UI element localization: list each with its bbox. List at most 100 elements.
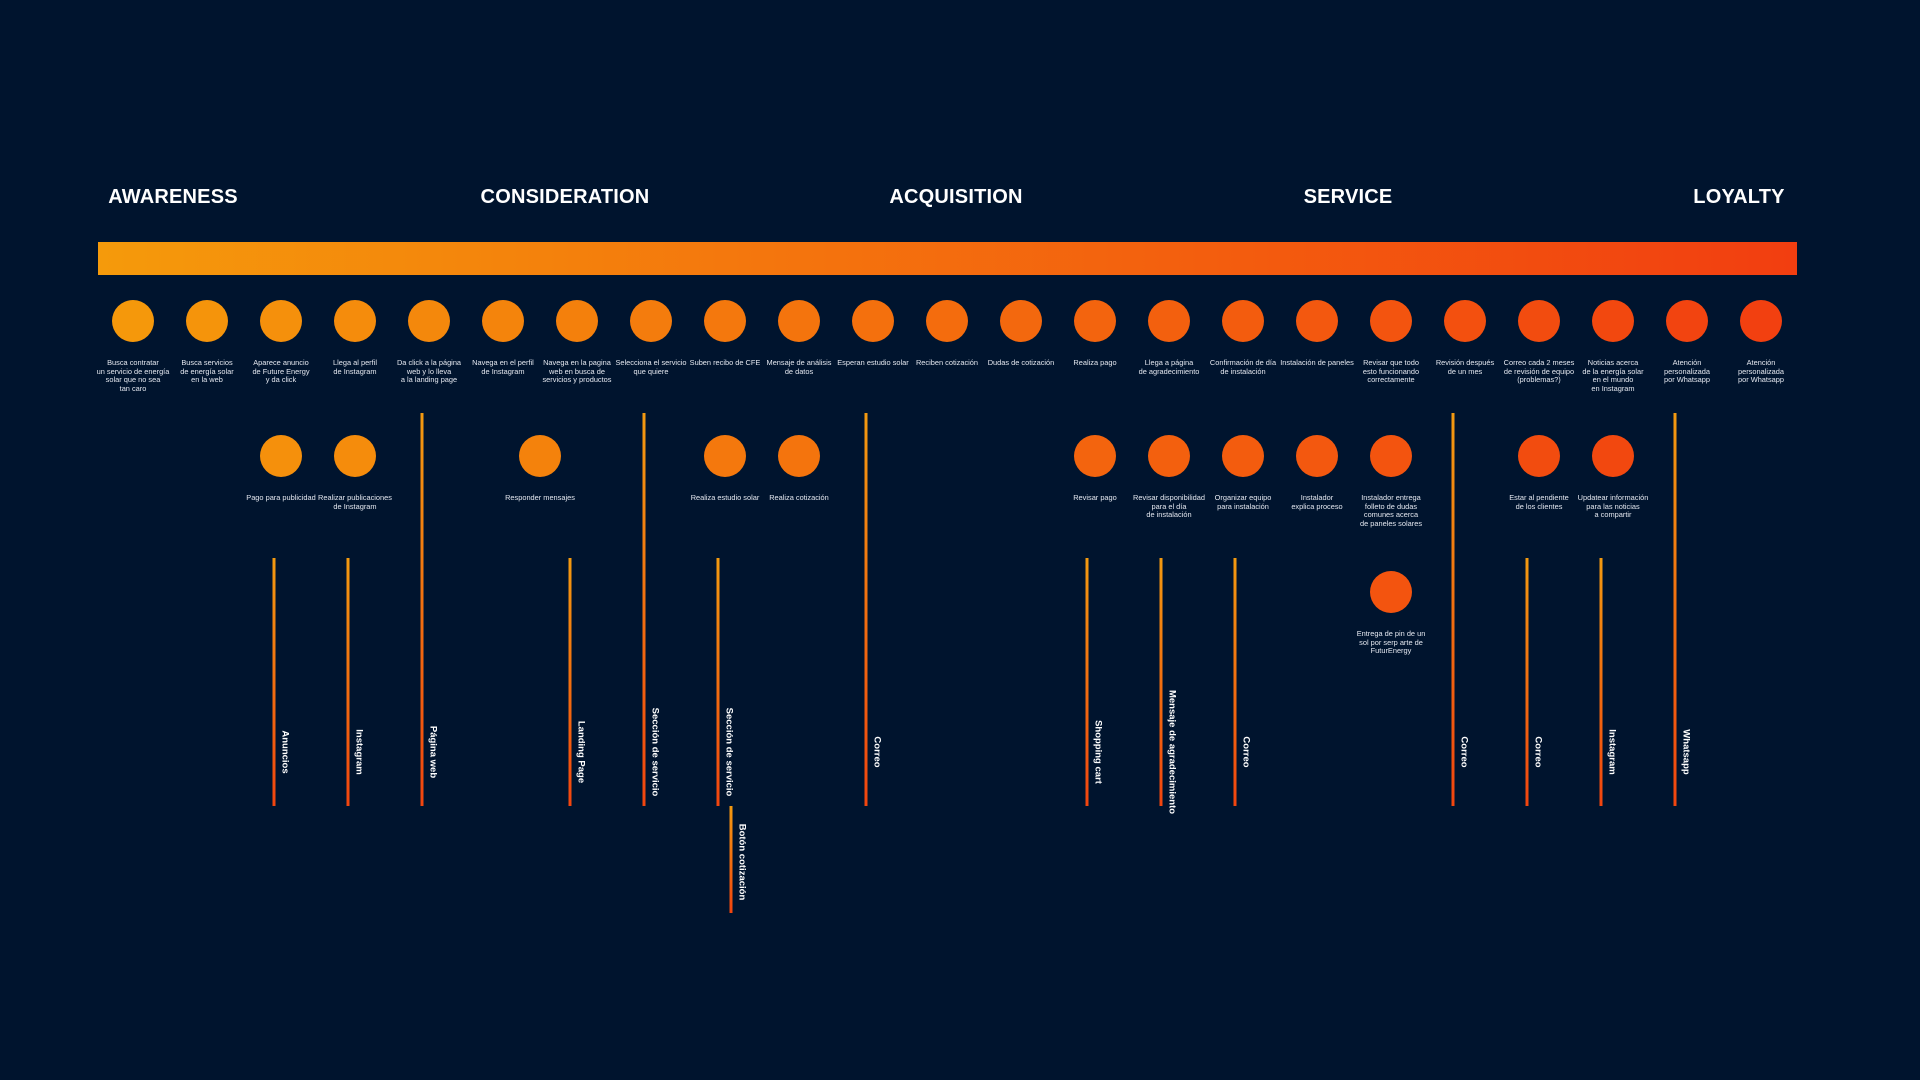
journey-gradient-bar xyxy=(98,242,1797,275)
touchpoint-label: Esperan estudio solar xyxy=(837,358,909,367)
channel-line xyxy=(346,558,350,806)
touchpoint-dot xyxy=(556,300,598,342)
channel-label: Botón cotización xyxy=(736,823,748,901)
channel-label: Correo xyxy=(1458,736,1470,768)
touchpoint-dot xyxy=(630,300,672,342)
touchpoint-label: Mensaje de análisis de datos xyxy=(766,358,832,376)
action-label: Responder mensajes xyxy=(505,493,575,502)
channel-label: Sección de servicio xyxy=(723,707,735,797)
channel-line xyxy=(1525,558,1529,806)
action-dot xyxy=(519,435,561,477)
channel-line xyxy=(420,413,424,806)
action-dot xyxy=(1370,435,1412,477)
action-label: Revisar disponibilidad para el día de in… xyxy=(1133,493,1205,519)
channel-line xyxy=(1451,413,1455,806)
touchpoint-label: Revisión después de un mes xyxy=(1435,358,1495,376)
channel-line xyxy=(642,413,646,806)
touchpoint-dot xyxy=(408,300,450,342)
touchpoint-dot xyxy=(1000,300,1042,342)
channel-label: Shopping cart xyxy=(1092,720,1104,784)
action-label: Pago para publicidad xyxy=(246,493,316,502)
action-label: Instalador entrega folleto de dudas comu… xyxy=(1359,493,1423,528)
action-label: Updatear información para las noticias a… xyxy=(1577,493,1649,519)
touchpoint-label: Navega en la pagina web en busca de serv… xyxy=(542,358,612,384)
channel-line xyxy=(1159,558,1163,806)
touchpoint-label: Revisar que todo esto funcionando correc… xyxy=(1362,358,1420,384)
action-dot xyxy=(1148,435,1190,477)
touchpoint-label: Noticias acerca de la energía solar en e… xyxy=(1582,358,1644,393)
channel-line xyxy=(1085,558,1089,806)
touchpoint-label: Navega en el perfil de Instagram xyxy=(472,358,534,376)
touchpoint-label: Busca servicios de energía solar en la w… xyxy=(180,358,234,384)
touchpoint-dot xyxy=(852,300,894,342)
action-dot xyxy=(1074,435,1116,477)
action-dot xyxy=(704,435,746,477)
stage-acquisition: ACQUISITION xyxy=(889,186,1023,208)
channel-label: Correo xyxy=(1240,736,1252,768)
action-label: Realiza cotización xyxy=(769,493,829,502)
channel-label: Whatsapp xyxy=(1680,729,1692,775)
channel-line xyxy=(729,806,733,913)
channel-label: Sección de servicio xyxy=(649,707,661,797)
channel-label: Instagram xyxy=(1606,729,1618,775)
touchpoint-dot xyxy=(1074,300,1116,342)
touchpoint-dot xyxy=(778,300,820,342)
action-dot xyxy=(260,435,302,477)
touchpoint-label: Selecciona el servicio que quiere xyxy=(615,358,687,376)
touchpoint-label: Correo cada 2 meses de revisión de equip… xyxy=(1503,358,1575,384)
channel-line xyxy=(864,413,868,806)
touchpoint-dot xyxy=(1740,300,1782,342)
action-dot xyxy=(1592,435,1634,477)
stage-loyalty: LOYALTY xyxy=(1693,186,1785,208)
channel-line xyxy=(716,558,720,806)
channel-label: Correo xyxy=(871,736,883,768)
touchpoint-dot xyxy=(926,300,968,342)
touchpoint-label: Dudas de cotización xyxy=(987,358,1055,367)
touchpoint-dot xyxy=(1666,300,1708,342)
action-dot xyxy=(1518,435,1560,477)
touchpoint-dot xyxy=(112,300,154,342)
touchpoint-label: Reciben cotización xyxy=(915,358,979,367)
action-dot xyxy=(1370,571,1412,613)
touchpoint-dot xyxy=(1592,300,1634,342)
touchpoint-dot xyxy=(1148,300,1190,342)
touchpoint-dot xyxy=(1222,300,1264,342)
touchpoint-label: Atención personalizada por Whatsapp xyxy=(1663,358,1711,384)
touchpoint-label: Confirmación de día de instalación xyxy=(1209,358,1277,376)
stage-service: SERVICE xyxy=(1303,186,1393,208)
touchpoint-dot xyxy=(482,300,524,342)
action-dot xyxy=(1222,435,1264,477)
channel-label: Mensaje de agradecimiento xyxy=(1166,689,1178,815)
touchpoint-label: Realiza pago xyxy=(1073,358,1117,367)
touchpoint-label: Suben recibo de CFE xyxy=(689,358,761,367)
action-label: Estar al pendiente de los clientes xyxy=(1509,493,1569,511)
touchpoint-dot xyxy=(1444,300,1486,342)
touchpoint-label: Aparece anuncio de Future Energy y da cl… xyxy=(252,358,310,384)
action-label: Realiza estudio solar xyxy=(690,493,760,502)
touchpoint-label: Atención personalizada por Whatsapp xyxy=(1737,358,1785,384)
touchpoint-dot xyxy=(1296,300,1338,342)
touchpoint-label: Llega al perfil de Instagram xyxy=(333,358,377,376)
channel-label: Instagram xyxy=(353,729,365,775)
action-label: Entrega de pin de un sol por serp arte d… xyxy=(1356,629,1426,655)
action-dot xyxy=(1296,435,1338,477)
channel-line xyxy=(1599,558,1603,806)
channel-line xyxy=(1673,413,1677,806)
action-label: Realizar publicaciones de Instagram xyxy=(318,493,392,511)
stage-awareness: AWARENESS xyxy=(108,186,238,208)
touchpoint-dot xyxy=(704,300,746,342)
touchpoint-dot xyxy=(260,300,302,342)
stage-consideration: CONSIDERATION xyxy=(480,186,650,208)
channel-label: Landing Page xyxy=(575,720,587,784)
action-dot xyxy=(334,435,376,477)
channel-line xyxy=(272,558,276,806)
channel-line xyxy=(568,558,572,806)
action-dot xyxy=(778,435,820,477)
touchpoint-label: Llega a página de agradecimiento xyxy=(1138,358,1200,376)
touchpoint-dot xyxy=(186,300,228,342)
touchpoint-dot xyxy=(334,300,376,342)
channel-line xyxy=(1233,558,1237,806)
action-label: Revisar pago xyxy=(1073,493,1117,502)
channel-label: Correo xyxy=(1532,736,1544,768)
